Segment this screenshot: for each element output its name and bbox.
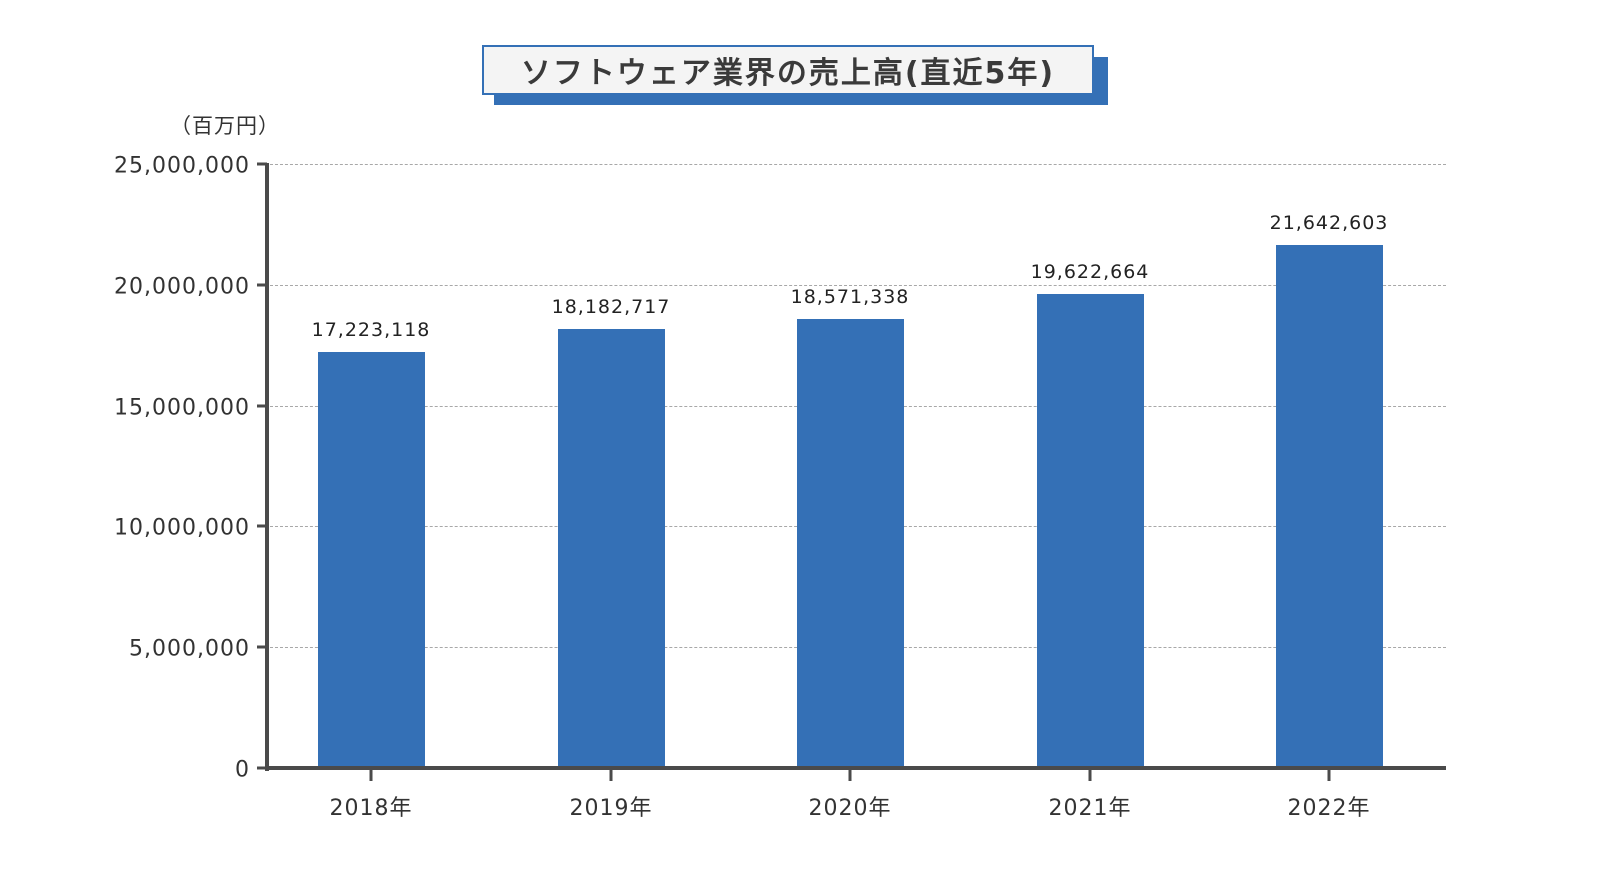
y-tick-label: 0 [235,757,250,783]
bar-value-label: 19,622,664 [1030,260,1150,283]
bar-value-label: 18,182,717 [551,295,671,318]
bar-value-label: 18,571,338 [790,286,910,309]
chart-title: ソフトウェア業界の売上高(直近5年) [520,56,1056,91]
bar-value-label: 21,642,603 [1269,212,1389,235]
x-tick-label: 2018年 [329,796,413,821]
y-tick-label: 25,000,000 [114,153,250,179]
x-axis-line [265,766,1446,770]
y-tick-label: 5,000,000 [129,636,250,662]
x-tick-label: 2020年 [808,796,892,821]
y-tick-label: 10,000,000 [114,515,250,541]
y-tick-mark [257,162,267,166]
bar-2019 [557,328,665,768]
y-axis-line [265,163,269,771]
y-tick-mark [257,404,267,408]
x-tick-label: 2021年 [1048,796,1132,821]
bar-2021 [1036,293,1144,768]
gridline [270,164,1446,165]
bar-value-label: 17,223,118 [311,318,431,341]
y-tick-mark [257,283,267,287]
x-tick-label: 2022年 [1287,796,1371,821]
y-axis-unit-label: （百万円） [170,114,280,138]
bar-2022 [1275,245,1383,768]
chart-title-box: ソフトウェア業界の売上高(直近5年) [482,45,1094,95]
y-tick-label: 15,000,000 [114,395,250,421]
x-tick-mark [369,770,373,781]
x-tick-label: 2019年 [569,796,653,821]
x-tick-mark [1088,770,1092,781]
y-tick-mark [257,766,267,770]
bar-2020 [796,319,904,768]
x-tick-mark [848,770,852,781]
gridline [270,284,1446,286]
x-tick-mark [1327,770,1331,781]
x-tick-mark [609,770,613,781]
y-tick-mark [257,524,267,528]
y-tick-label: 20,000,000 [114,274,250,300]
y-tick-mark [257,645,267,649]
bar-2018 [317,351,425,768]
